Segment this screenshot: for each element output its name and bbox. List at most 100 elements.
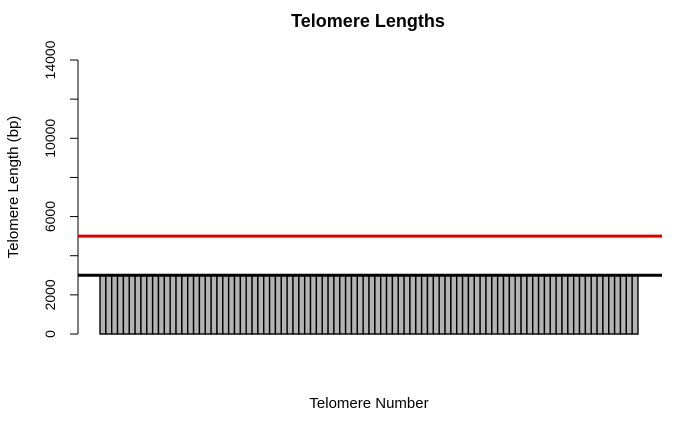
bar-11	[157, 274, 166, 335]
bar-78	[549, 274, 557, 335]
bar-40	[327, 274, 335, 335]
bar-15	[181, 274, 189, 335]
bar-73	[520, 274, 528, 335]
bar-5	[122, 274, 130, 335]
bar-23	[227, 274, 236, 335]
bar-49	[380, 274, 388, 335]
bar-75	[532, 274, 540, 335]
bar-51	[391, 274, 399, 335]
bar-59	[438, 274, 446, 335]
bar-60	[444, 274, 452, 335]
bar-42	[339, 274, 347, 335]
bar-4	[116, 274, 125, 335]
bar-80	[561, 274, 569, 335]
bar-9	[146, 274, 154, 335]
bar-57	[426, 274, 435, 335]
bar-82	[572, 274, 581, 335]
bar-29	[263, 274, 271, 335]
bar-34	[292, 274, 300, 335]
bar-74	[526, 274, 534, 335]
bar-35	[298, 274, 306, 335]
bar-1	[99, 274, 107, 335]
bar-38	[315, 274, 323, 335]
bar-43	[344, 274, 353, 335]
bar-79	[555, 274, 563, 335]
bar-83	[578, 274, 587, 335]
bar-71	[508, 274, 516, 335]
bar-3	[110, 274, 119, 335]
bar-30	[268, 274, 277, 335]
y-tick-label-10000: 10000	[42, 119, 58, 158]
bar-45	[356, 274, 364, 335]
bar-90	[619, 274, 628, 335]
bar-41	[333, 274, 341, 335]
bar-92	[631, 274, 639, 335]
bar-2	[105, 274, 113, 335]
bar-70	[502, 274, 511, 335]
bar-66	[479, 274, 487, 335]
bar-64	[467, 274, 475, 335]
bar-17	[192, 274, 201, 335]
bar-65	[473, 274, 481, 335]
bar-72	[514, 274, 522, 335]
bar-76	[537, 274, 546, 335]
bar-87	[602, 274, 610, 335]
bar-31	[274, 274, 282, 335]
bar-12	[163, 274, 171, 335]
bar-10	[151, 274, 160, 335]
bar-62	[456, 274, 464, 335]
bar-54	[409, 274, 417, 335]
x-axis-label: Telomere Number	[309, 395, 428, 412]
bar-91	[625, 274, 633, 335]
bar-88	[608, 274, 616, 335]
bar-68	[491, 274, 499, 335]
y-tick-label-6000: 6000	[42, 201, 58, 232]
bar-67	[485, 274, 493, 335]
bar-52	[397, 274, 405, 335]
bar-53	[403, 274, 411, 335]
bar-8	[140, 274, 148, 335]
bar-89	[613, 274, 622, 335]
y-tick-label-2000: 2000	[42, 279, 58, 310]
bar-69	[496, 274, 505, 335]
bar-20	[210, 274, 218, 335]
bar-39	[321, 274, 329, 335]
bar-84	[584, 274, 592, 335]
bar-58	[432, 274, 440, 335]
bar-36	[303, 274, 312, 335]
y-axis: 0 2000 6000 10000 14000	[42, 40, 79, 338]
bar-18	[198, 274, 206, 335]
bar-86	[596, 274, 604, 335]
bar-61	[450, 274, 458, 335]
bar-28	[257, 274, 265, 335]
bar-56	[420, 274, 429, 335]
bar-33	[286, 274, 294, 335]
bar-46	[362, 274, 370, 335]
bar-7	[134, 274, 142, 335]
reference-lines	[78, 234, 662, 277]
bar-21	[216, 274, 224, 335]
y-axis-label: Telomere Length (bp)	[5, 116, 22, 259]
bar-47	[368, 274, 376, 335]
bar-14	[175, 274, 183, 335]
bar-6	[128, 274, 136, 335]
bar-32	[280, 274, 288, 335]
bar-22	[222, 274, 230, 335]
chart-title: Telomere Lengths	[291, 11, 445, 31]
bar-77	[543, 274, 551, 335]
bar-81	[567, 274, 575, 335]
y-tick-label-0: 0	[42, 330, 58, 338]
bar-25	[239, 274, 247, 335]
bar-85	[590, 274, 598, 335]
bar-26	[245, 274, 253, 335]
bar-16	[187, 274, 195, 335]
bars-group	[99, 274, 639, 335]
bar-48	[374, 274, 382, 335]
bar-55	[415, 274, 423, 335]
bar-63	[461, 274, 470, 335]
bar-19	[204, 274, 212, 335]
bar-27	[251, 274, 259, 335]
bar-44	[350, 274, 359, 335]
y-tick-label-14000: 14000	[42, 40, 58, 79]
bar-13	[169, 274, 177, 335]
